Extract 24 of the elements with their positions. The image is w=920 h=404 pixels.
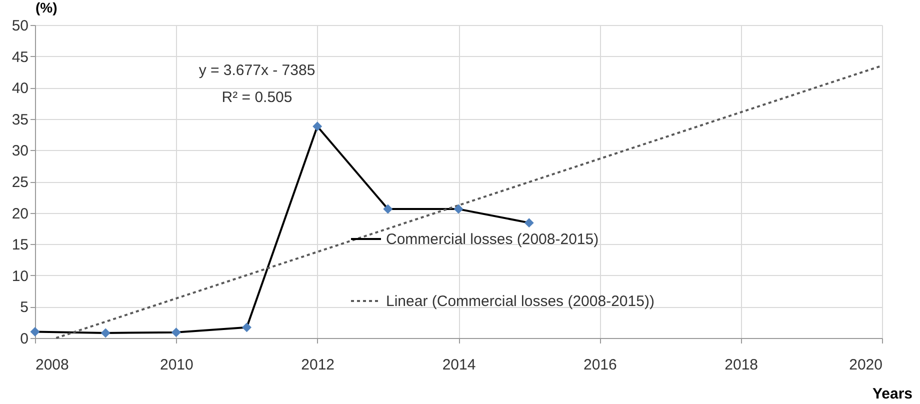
legend-label: Commercial losses (2008-2015) (386, 231, 599, 248)
x-tick-label: 2016 (583, 356, 617, 374)
x-axis-title: Years (872, 386, 912, 402)
y-tick-label: 15 (12, 236, 28, 254)
y-tick-label: 35 (12, 111, 28, 128)
y-tick-label: 50 (12, 18, 28, 34)
y-tick-label: 5 (20, 299, 28, 316)
y-tick-label: 0 (20, 330, 28, 348)
annotation: y = 3.677x - 7385 (198, 62, 316, 79)
y-tick-label: 20 (12, 205, 28, 222)
x-tick-label: 2008 (36, 356, 69, 374)
y-tick-label: 30 (12, 142, 28, 160)
annotation: R² = 0.505 (222, 89, 292, 106)
y-tick-label: 40 (12, 80, 28, 98)
y-tick-label: 10 (12, 268, 28, 285)
x-tick-label: 2010 (160, 356, 194, 374)
x-tick-label: 2012 (301, 356, 335, 374)
y-tick-label: 25 (12, 174, 28, 191)
x-tick-label: 2018 (724, 356, 758, 374)
y-axis-title: (%) (36, 0, 58, 16)
y-tick-label: 45 (12, 48, 28, 66)
x-tick-label: 2020 (849, 356, 882, 374)
x-tick-label: 2014 (442, 356, 476, 374)
legend-label: Linear (Commercial losses (2008-2015)) (386, 293, 654, 310)
